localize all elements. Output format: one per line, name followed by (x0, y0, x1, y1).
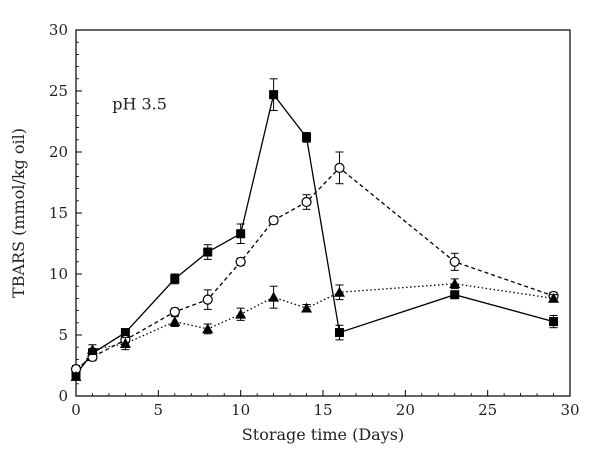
x-tick-label: 25 (478, 401, 497, 419)
y-tick-label: 20 (49, 143, 68, 161)
data-point-square (170, 274, 180, 284)
data-point-triangle (449, 278, 461, 289)
ticks-group: 0 5 10 15 20 25 30 0 5 10 15 20 25 30 (49, 21, 580, 419)
data-point-triangle (268, 291, 280, 302)
series-1 (71, 78, 559, 379)
plot-frame (75, 29, 571, 397)
data-point-triangle (301, 302, 313, 313)
x-tick-label: 30 (560, 401, 579, 419)
y-tick-label: 30 (49, 21, 68, 39)
x-tick-label: 20 (396, 401, 415, 419)
data-point-triangle (202, 323, 214, 334)
data-point-square (203, 247, 213, 257)
annotation-ph-label: pH 3.5 (112, 94, 167, 113)
y-tick-label: 0 (58, 387, 68, 405)
data-point-circle (301, 196, 312, 208)
x-tick-label: 10 (231, 401, 250, 419)
data-point-triangle (70, 370, 82, 381)
x-axis-title: Storage time (Days) (242, 425, 404, 444)
data-point-circle (202, 294, 213, 305)
data-point-square (120, 328, 130, 338)
series-3 (70, 278, 560, 381)
data-point-square (269, 90, 279, 100)
series-group (70, 78, 560, 381)
y-tick-label: 5 (58, 326, 68, 344)
data-point-triangle (169, 316, 181, 326)
data-point-circle (334, 162, 345, 173)
plot-frame-group (75, 29, 571, 397)
series-1-line (75, 93, 554, 375)
data-point-circle (449, 256, 460, 267)
x-tick-label: 0 (71, 401, 81, 419)
data-point-triangle (119, 338, 131, 348)
y-tick-label: 10 (49, 265, 68, 283)
data-point-triangle (333, 286, 345, 297)
data-point-square (450, 290, 460, 300)
x-tick-label: 5 (154, 401, 164, 419)
data-point-triangle (548, 292, 560, 303)
data-point-square (236, 229, 246, 239)
data-point-square (549, 317, 559, 327)
data-point-circle (268, 215, 279, 226)
y-axis-title: TBARS (mmol/kg oil) (9, 128, 28, 298)
x-tick-label: 15 (313, 401, 332, 419)
data-point-triangle (86, 344, 98, 355)
y-tick-label: 15 (49, 204, 68, 222)
data-point-square (334, 328, 344, 338)
data-point-square (302, 132, 312, 142)
series-3-line (75, 283, 554, 377)
data-point-circle (235, 256, 246, 267)
y-tick-label: 25 (49, 82, 68, 100)
data-point-circle (169, 306, 180, 317)
data-point-triangle (235, 308, 247, 319)
series-2-line (75, 166, 554, 370)
